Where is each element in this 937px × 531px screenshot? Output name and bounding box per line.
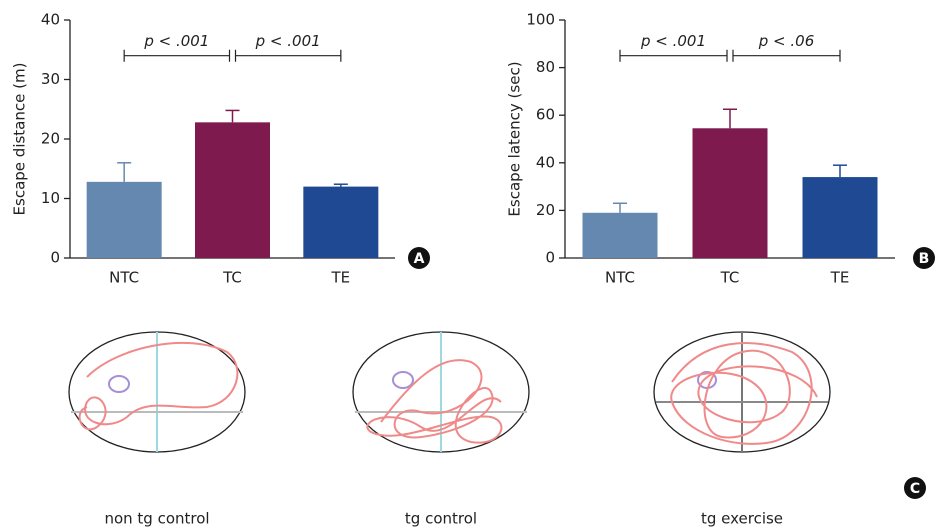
bar (87, 182, 162, 258)
swim-path-drawings (69, 332, 830, 452)
page: 0 10 20 30 40 Escape distance (m) NTC TC TE p < .… (0, 0, 937, 531)
y-tick-label: 30 (41, 70, 60, 88)
y-axis-label: Escape distance (m) (11, 63, 29, 216)
significance-bracket (124, 50, 229, 62)
swim-path-caption: tg exercise (701, 510, 783, 528)
significance-bracket (236, 50, 341, 62)
y-tick-label: 10 (41, 189, 60, 207)
bar (583, 213, 658, 258)
y-tick-label: 20 (41, 130, 60, 148)
swim-path-caption: tg control (405, 510, 477, 528)
bar (803, 177, 878, 258)
significance-label: p < .001 (640, 32, 706, 50)
x-tick-label: NTC (605, 269, 635, 287)
panel-label: B (919, 251, 930, 267)
bar (195, 122, 270, 258)
y-tick-label: 100 (526, 11, 555, 29)
bar (693, 128, 768, 258)
bar (303, 187, 378, 258)
panel-label: A (414, 251, 425, 267)
y-tick-label: 0 (545, 249, 555, 267)
significance-label: p < .06 (758, 32, 814, 50)
y-tick-label: 40 (41, 11, 60, 29)
x-tick-label: TC (720, 269, 740, 287)
significance-bracket (733, 50, 840, 62)
swim-path-caption: non tg control (104, 510, 209, 528)
y-tick-label: 0 (50, 249, 60, 267)
y-tick-label: 20 (536, 201, 555, 219)
x-tick-label: TE (830, 269, 850, 287)
panel-label: C (910, 481, 920, 497)
x-tick-label: TE (331, 269, 351, 287)
x-tick-label: TC (222, 269, 242, 287)
y-tick-label: 80 (536, 58, 555, 76)
figure: 0 10 20 30 40 Escape distance (m) NTC TC TE p < .… (0, 0, 937, 531)
significance-bracket (620, 50, 727, 62)
x-tick-label: NTC (109, 269, 139, 287)
y-tick-label: 40 (536, 153, 555, 171)
significance-label: p < .001 (143, 32, 209, 50)
y-tick-label: 60 (536, 106, 555, 124)
y-axis-label: Escape latency (sec) (506, 61, 524, 216)
significance-label: p < .001 (255, 32, 321, 50)
